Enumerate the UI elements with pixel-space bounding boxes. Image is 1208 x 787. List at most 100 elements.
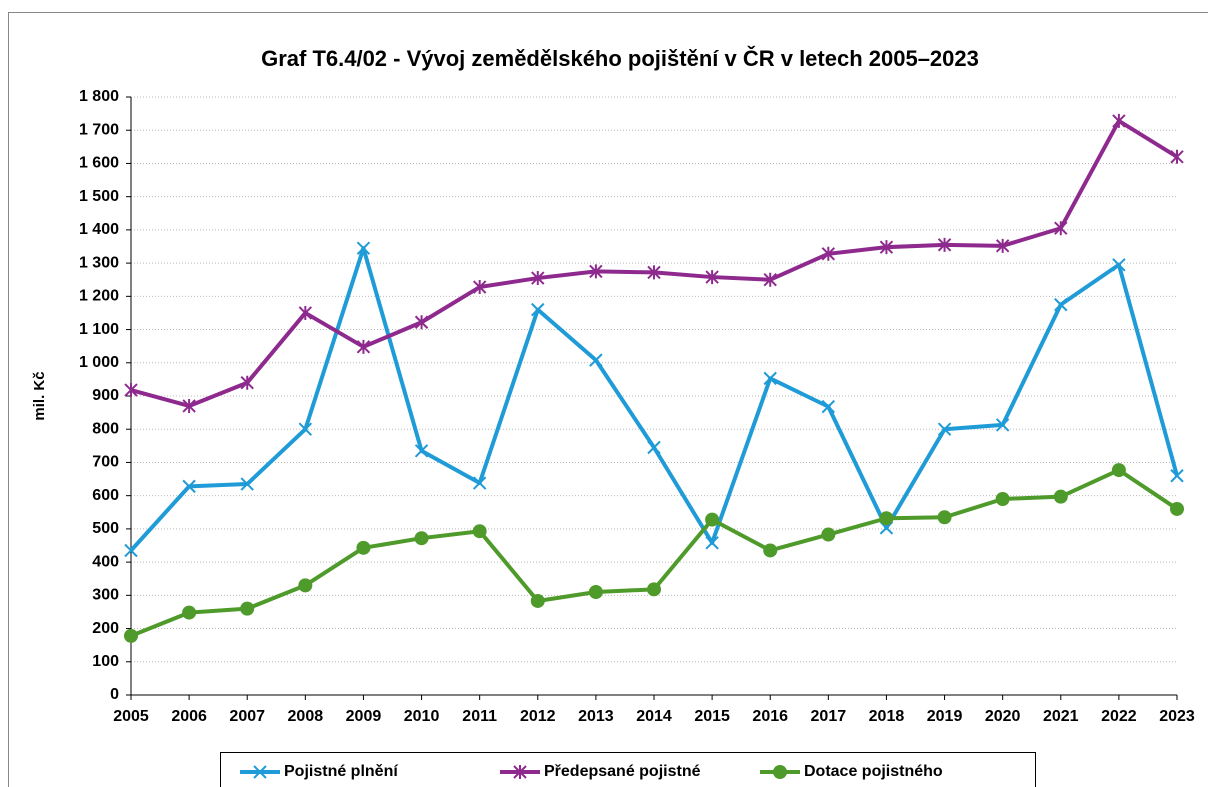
y-tick-label: 500 xyxy=(92,520,119,537)
point xyxy=(240,477,254,491)
point xyxy=(182,398,196,413)
point xyxy=(530,593,545,608)
legend-box xyxy=(220,752,1036,787)
point xyxy=(472,280,487,295)
x-tick-label: 2012 xyxy=(520,708,556,725)
point xyxy=(1053,489,1068,504)
point xyxy=(414,531,429,546)
legend-marker xyxy=(253,765,267,779)
y-tick-label: 1 100 xyxy=(79,321,119,338)
point xyxy=(995,418,1010,432)
y-axis-label: mil. Kč xyxy=(31,371,48,420)
chart-border xyxy=(8,12,1208,787)
point xyxy=(1170,469,1184,483)
point xyxy=(705,270,719,285)
point xyxy=(821,399,836,414)
y-tick-label: 1 500 xyxy=(79,188,119,205)
x-tick-label: 2005 xyxy=(113,708,149,725)
point xyxy=(472,476,487,490)
point xyxy=(1170,501,1184,516)
x-tick-label: 2007 xyxy=(229,708,265,725)
point xyxy=(240,601,255,616)
point xyxy=(995,238,1010,253)
x-tick-label: 2008 xyxy=(288,708,324,725)
series-line xyxy=(129,246,1179,552)
point xyxy=(995,491,1010,506)
point xyxy=(124,628,138,643)
x-tick-label: 2020 xyxy=(985,708,1021,725)
point xyxy=(298,578,313,593)
point xyxy=(124,383,138,398)
point xyxy=(182,479,196,494)
point xyxy=(821,527,836,542)
x-tick-label: 2022 xyxy=(1101,708,1137,725)
point xyxy=(531,271,545,286)
point xyxy=(1054,297,1068,312)
point xyxy=(589,264,603,279)
legend-marker xyxy=(773,765,787,779)
y-tick-label: 800 xyxy=(92,420,119,437)
x-tick-label: 2009 xyxy=(346,708,382,725)
chart-title: Graf T6.4/02 - Vývoj zemědělského pojišt… xyxy=(261,46,979,71)
x-tick-label: 2023 xyxy=(1159,708,1195,725)
y-tick-label: 200 xyxy=(92,620,119,637)
x-tick-label: 2017 xyxy=(811,708,847,725)
y-tick-label: 1 600 xyxy=(79,155,119,172)
y-tick-label: 0 xyxy=(110,686,119,703)
y-tick-label: 400 xyxy=(92,553,119,570)
x-tick-label: 2013 xyxy=(578,708,614,725)
point xyxy=(647,440,661,455)
legend-label: Pojistné plnění xyxy=(284,763,398,780)
point xyxy=(763,543,778,558)
x-tick-label: 2014 xyxy=(636,708,672,725)
y-tick-label: 1 400 xyxy=(79,221,119,238)
x-tick-label: 2011 xyxy=(462,708,497,725)
point xyxy=(472,524,487,539)
series-line xyxy=(130,468,1179,638)
point xyxy=(124,543,138,558)
point xyxy=(588,585,603,600)
point xyxy=(937,237,952,252)
y-tick-label: 300 xyxy=(92,587,119,604)
y-tick-label: 1 700 xyxy=(79,121,119,138)
y-tick-label: 1 200 xyxy=(79,288,119,305)
point xyxy=(240,375,254,390)
y-tick-label: 100 xyxy=(92,653,119,670)
y-tick-label: 900 xyxy=(92,387,119,404)
y-tick-label: 1 800 xyxy=(79,88,119,105)
point xyxy=(821,246,836,261)
point xyxy=(1054,221,1068,236)
point xyxy=(879,240,894,255)
x-tick-label: 2015 xyxy=(694,708,730,725)
point xyxy=(356,540,371,555)
legend-label: Dotace pojistného xyxy=(804,763,943,780)
point xyxy=(298,305,313,320)
point xyxy=(414,315,429,330)
point xyxy=(879,511,894,526)
y-tick-label: 700 xyxy=(92,454,119,471)
x-tick-label: 2010 xyxy=(404,708,440,725)
x-tick-label: 2019 xyxy=(927,708,963,725)
legend-marker xyxy=(513,765,527,779)
point xyxy=(356,339,371,354)
point xyxy=(356,241,371,255)
y-tick-label: 1 000 xyxy=(79,354,119,371)
point xyxy=(531,302,545,317)
y-tick-label: 1 300 xyxy=(79,254,119,271)
point xyxy=(763,371,777,386)
y-tick-label: 600 xyxy=(92,487,119,504)
point xyxy=(937,422,952,436)
point xyxy=(705,512,720,527)
legend-label: Předepsané pojistné xyxy=(544,763,701,780)
point xyxy=(298,422,313,436)
point xyxy=(705,536,719,550)
x-tick-label: 2018 xyxy=(869,708,905,725)
point xyxy=(1112,113,1126,128)
point xyxy=(763,272,777,287)
point xyxy=(589,353,603,367)
x-tick-label: 2006 xyxy=(171,708,207,725)
point xyxy=(182,605,197,620)
point xyxy=(1170,149,1184,164)
point xyxy=(1112,258,1126,272)
